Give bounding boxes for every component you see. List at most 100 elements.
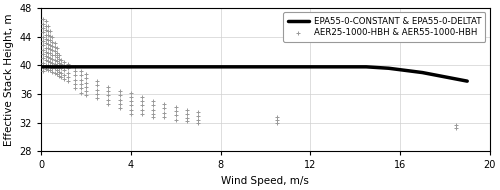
AER25-1000-HBH & AER55-1000-HBH [40,22,48,25]
AER25-1000-HBH & AER55-1000-HBH [272,115,280,118]
AER25-1000-HBH & AER55-1000-HBH [78,78,86,81]
AER25-1000-HBH & AER55-1000-HBH [40,17,48,20]
AER25-1000-HBH & AER55-1000-HBH [127,112,135,116]
AER25-1000-HBH & AER55-1000-HBH [55,57,63,60]
AER25-1000-HBH & AER55-1000-HBH [116,107,124,110]
AER25-1000-HBH & AER55-1000-HBH [93,93,101,96]
AER25-1000-HBH & AER55-1000-HBH [172,114,179,117]
AER25-1000-HBH & AER55-1000-HBH [64,80,72,83]
AER25-1000-HBH & AER55-1000-HBH [48,70,56,73]
EPA55-0-CONSTANT & EPA55-0-DELTAT [464,80,470,82]
AER25-1000-HBH & AER55-1000-HBH [71,70,79,73]
AER25-1000-HBH & AER55-1000-HBH [46,43,54,46]
AER25-1000-HBH & AER55-1000-HBH [40,65,48,68]
EPA55-0-CONSTANT & EPA55-0-DELTAT [386,67,392,69]
AER25-1000-HBH & AER55-1000-HBH [46,48,54,51]
AER25-1000-HBH & AER55-1000-HBH [42,20,50,23]
AER25-1000-HBH & AER55-1000-HBH [58,63,66,66]
AER25-1000-HBH & AER55-1000-HBH [50,71,58,74]
AER25-1000-HBH & AER55-1000-HBH [138,100,146,103]
AER25-1000-HBH & AER55-1000-HBH [138,95,146,98]
AER25-1000-HBH & AER55-1000-HBH [93,88,101,91]
AER25-1000-HBH & AER55-1000-HBH [71,87,79,90]
AER25-1000-HBH & AER55-1000-HBH [44,34,52,37]
AER25-1000-HBH & AER55-1000-HBH [55,70,63,73]
EPA55-0-CONSTANT & EPA55-0-DELTAT [38,66,44,68]
AER25-1000-HBH & AER55-1000-HBH [42,55,50,58]
AER25-1000-HBH & AER55-1000-HBH [272,118,280,121]
AER25-1000-HBH & AER55-1000-HBH [44,38,52,41]
AER25-1000-HBH & AER55-1000-HBH [53,47,61,50]
AER25-1000-HBH & AER55-1000-HBH [172,110,179,113]
AER25-1000-HBH & AER55-1000-HBH [50,41,58,44]
AER25-1000-HBH & AER55-1000-HBH [55,62,63,65]
AER25-1000-HBH & AER55-1000-HBH [50,63,58,66]
AER25-1000-HBH & AER55-1000-HBH [452,127,460,130]
AER25-1000-HBH & AER55-1000-HBH [93,84,101,87]
AER25-1000-HBH & AER55-1000-HBH [44,47,52,50]
AER25-1000-HBH & AER55-1000-HBH [42,29,50,32]
AER25-1000-HBH & AER55-1000-HBH [44,25,52,28]
AER25-1000-HBH & AER55-1000-HBH [60,60,68,63]
AER25-1000-HBH & AER55-1000-HBH [104,85,112,88]
AER25-1000-HBH & AER55-1000-HBH [48,35,56,38]
AER25-1000-HBH & AER55-1000-HBH [46,56,54,59]
AER25-1000-HBH & AER55-1000-HBH [150,108,158,111]
AER25-1000-HBH & AER55-1000-HBH [183,108,191,111]
AER25-1000-HBH & AER55-1000-HBH [50,58,58,61]
AER25-1000-HBH & AER55-1000-HBH [40,57,48,60]
AER25-1000-HBH & AER55-1000-HBH [53,60,61,63]
AER25-1000-HBH & AER55-1000-HBH [150,112,158,116]
AER25-1000-HBH & AER55-1000-HBH [46,65,54,68]
AER25-1000-HBH & AER55-1000-HBH [183,120,191,123]
AER25-1000-HBH & AER55-1000-HBH [71,78,79,81]
AER25-1000-HBH & AER55-1000-HBH [42,63,50,66]
AER25-1000-HBH & AER55-1000-HBH [42,46,50,49]
AER25-1000-HBH & AER55-1000-HBH [127,108,135,111]
AER25-1000-HBH & AER55-1000-HBH [44,29,52,32]
AER25-1000-HBH & AER55-1000-HBH [50,50,58,53]
AER25-1000-HBH & AER55-1000-HBH [78,74,86,77]
AER25-1000-HBH & AER55-1000-HBH [116,94,124,97]
AER25-1000-HBH & AER55-1000-HBH [183,117,191,120]
Line: EPA55-0-CONSTANT & EPA55-0-DELTAT: EPA55-0-CONSTANT & EPA55-0-DELTAT [41,67,467,81]
AER25-1000-HBH & AER55-1000-HBH [93,80,101,83]
AER25-1000-HBH & AER55-1000-HBH [138,112,146,116]
AER25-1000-HBH & AER55-1000-HBH [55,53,63,56]
AER25-1000-HBH & AER55-1000-HBH [58,67,66,70]
AER25-1000-HBH & AER55-1000-HBH [104,90,112,93]
AER25-1000-HBH & AER55-1000-HBH [42,67,50,70]
AER25-1000-HBH & AER55-1000-HBH [40,31,48,34]
AER25-1000-HBH & AER55-1000-HBH [40,70,48,73]
AER25-1000-HBH & AER55-1000-HBH [104,103,112,106]
AER25-1000-HBH & AER55-1000-HBH [46,60,54,63]
Y-axis label: Effective Stack Height, m: Effective Stack Height, m [4,13,14,146]
AER25-1000-HBH & AER55-1000-HBH [44,68,52,71]
AER25-1000-HBH & AER55-1000-HBH [160,111,168,114]
AER25-1000-HBH & AER55-1000-HBH [44,51,52,54]
EPA55-0-CONSTANT & EPA55-0-DELTAT [420,71,426,74]
AER25-1000-HBH & AER55-1000-HBH [127,95,135,98]
AER25-1000-HBH & AER55-1000-HBH [82,94,90,97]
AER25-1000-HBH & AER55-1000-HBH [64,71,72,74]
AER25-1000-HBH & AER55-1000-HBH [150,104,158,107]
AER25-1000-HBH & AER55-1000-HBH [42,59,50,62]
AER25-1000-HBH & AER55-1000-HBH [138,108,146,111]
AER25-1000-HBH & AER55-1000-HBH [58,58,66,61]
AER25-1000-HBH & AER55-1000-HBH [116,98,124,101]
AER25-1000-HBH & AER55-1000-HBH [55,75,63,78]
AER25-1000-HBH & AER55-1000-HBH [127,100,135,103]
AER25-1000-HBH & AER55-1000-HBH [78,82,86,86]
AER25-1000-HBH & AER55-1000-HBH [44,55,52,58]
AER25-1000-HBH & AER55-1000-HBH [71,65,79,68]
AER25-1000-HBH & AER55-1000-HBH [55,66,63,69]
AER25-1000-HBH & AER55-1000-HBH [40,44,48,47]
AER25-1000-HBH & AER55-1000-HBH [40,52,48,55]
AER25-1000-HBH & AER55-1000-HBH [46,52,54,55]
AER25-1000-HBH & AER55-1000-HBH [48,40,56,43]
AER25-1000-HBH & AER55-1000-HBH [127,91,135,94]
AER25-1000-HBH & AER55-1000-HBH [183,112,191,116]
AER25-1000-HBH & AER55-1000-HBH [194,110,202,113]
AER25-1000-HBH & AER55-1000-HBH [53,55,61,58]
AER25-1000-HBH & AER55-1000-HBH [42,42,50,45]
